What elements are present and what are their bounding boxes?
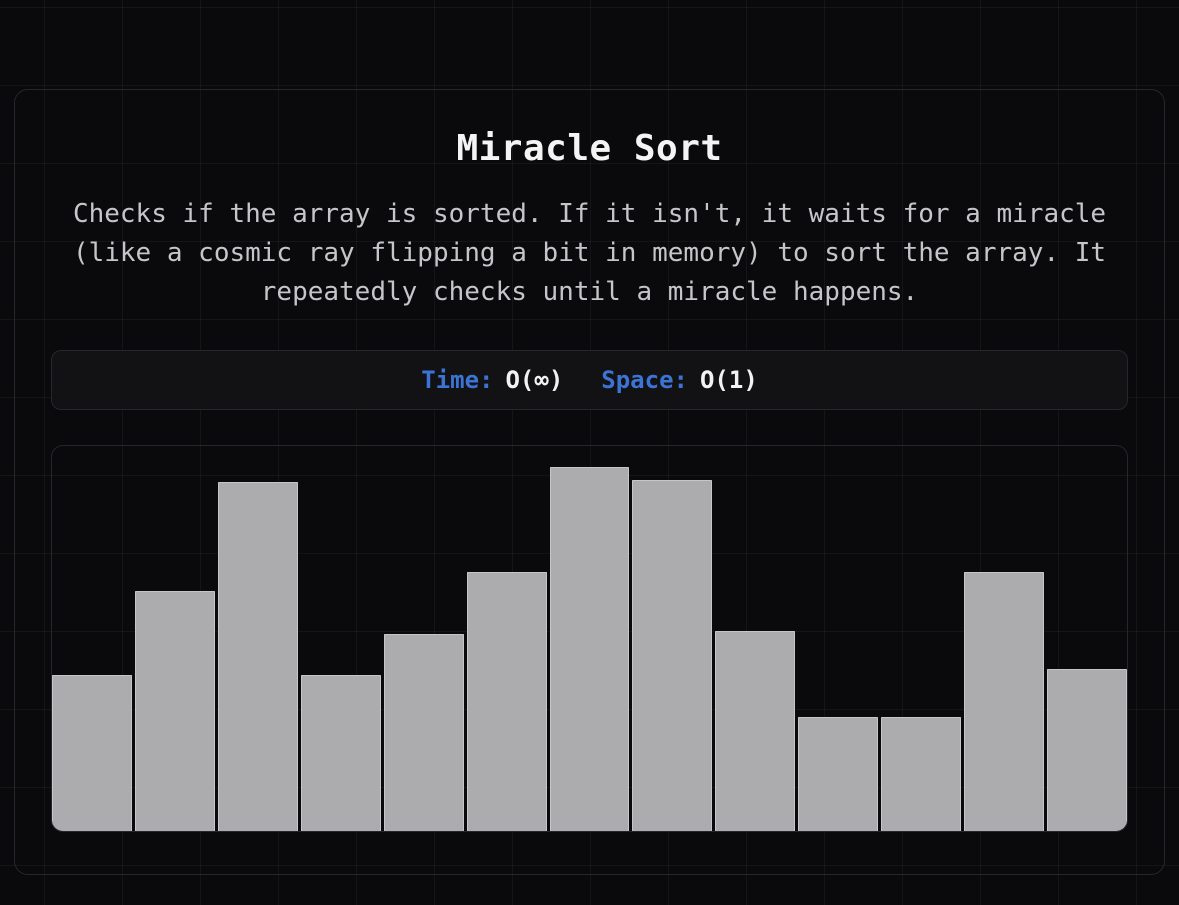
complexity-panel: Time: O(∞) Space: O(1): [51, 350, 1128, 410]
time-complexity-label: Time:: [421, 366, 494, 394]
array-bar: [881, 717, 962, 831]
description-line: (like a cosmic ray flipping a bit in mem…: [72, 238, 1107, 268]
array-bar: [52, 675, 132, 831]
array-bar: [217, 482, 298, 831]
array-bar: [134, 591, 215, 831]
array-bar: [798, 717, 879, 831]
array-bar: [466, 571, 547, 831]
algorithm-card: Miracle Sort Checks if the array is sort…: [14, 89, 1165, 875]
array-bar: [383, 633, 464, 831]
time-complexity-value: O(∞): [505, 366, 564, 394]
space-complexity-value: O(1): [699, 366, 758, 394]
description-line: Checks if the array is sorted. If it isn…: [72, 199, 1107, 229]
array-bar: [715, 631, 796, 831]
page-title: Miracle Sort: [456, 128, 723, 169]
array-bar: [300, 675, 381, 831]
array-bar: [632, 479, 713, 831]
description-line: repeatedly checks until a miracle happen…: [260, 277, 919, 307]
array-bar: [964, 571, 1045, 831]
algorithm-description: Checks if the array is sorted. If it isn…: [51, 195, 1128, 312]
space-complexity-label: Space:: [601, 366, 688, 394]
array-bar: [549, 467, 630, 831]
array-bar: [1047, 668, 1127, 831]
sort-visualization-chart: [51, 445, 1128, 832]
